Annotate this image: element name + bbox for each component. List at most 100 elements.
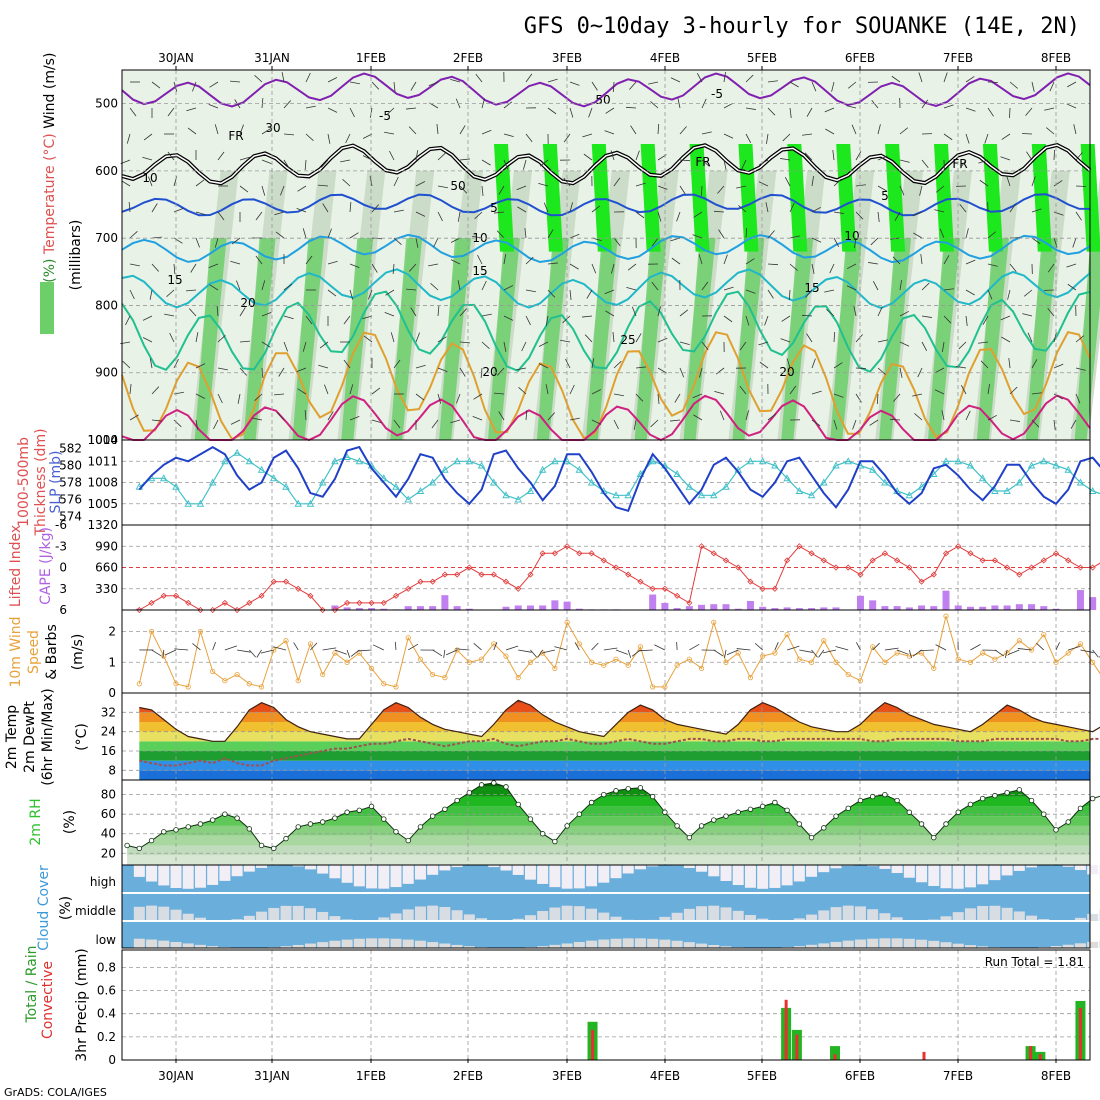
cloud-middle-cell bbox=[293, 906, 304, 921]
cloud-low-cell bbox=[916, 940, 927, 948]
precip-convective-bar bbox=[1039, 1054, 1042, 1060]
pressure-tick: 700 bbox=[95, 231, 118, 245]
cloud-high-cell bbox=[317, 865, 328, 874]
rh-band bbox=[122, 70, 1090, 83]
cloud-high-cell bbox=[195, 865, 206, 888]
rh-point bbox=[1041, 812, 1046, 817]
temp-band bbox=[122, 751, 1090, 761]
date-label-31jan: 31JAN bbox=[254, 51, 290, 65]
precip-axis-label: 3hr Precip (mm) bbox=[74, 948, 90, 1061]
rh-point bbox=[430, 814, 435, 819]
cape-axis-label: CAPE (J/kg) bbox=[38, 527, 54, 605]
rh-point bbox=[406, 838, 411, 843]
cloud-level-low: low bbox=[96, 933, 117, 947]
cloud-low-cell bbox=[831, 942, 842, 948]
rh-bands bbox=[122, 777, 1090, 865]
wind-speed-tick: 2 bbox=[108, 625, 116, 639]
cloud-middle-cell bbox=[537, 911, 548, 921]
rh-point bbox=[345, 810, 350, 815]
rh-point bbox=[858, 798, 863, 803]
series-line-thickness bbox=[139, 453, 1100, 504]
precip-convective-bar bbox=[785, 1000, 788, 1060]
contour-label: 10 bbox=[844, 229, 859, 243]
cloud-high-cell bbox=[721, 865, 732, 881]
rh-point bbox=[895, 798, 900, 803]
wind-barb bbox=[530, 650, 536, 657]
rh-point bbox=[663, 810, 668, 815]
cloud-middle-cell bbox=[427, 906, 438, 921]
rh-point bbox=[907, 810, 912, 815]
cloud-low-cell bbox=[635, 938, 646, 948]
pressure-tick: 900 bbox=[95, 366, 118, 380]
rh-2m-panel: 204060802m RH (%) bbox=[28, 777, 1100, 865]
wind-barb bbox=[936, 645, 946, 650]
rh-point bbox=[956, 810, 961, 815]
wind-barb bbox=[714, 650, 723, 656]
rh-point bbox=[137, 846, 142, 851]
rh-point bbox=[528, 817, 533, 822]
cloud-low-cell bbox=[305, 944, 316, 948]
credit-label: GrADS: COLA/IGES bbox=[4, 1086, 107, 1099]
wind-barb bbox=[628, 650, 630, 658]
thickness-slp-panel: 57457657858058210051008101110141000-500m… bbox=[16, 428, 1100, 536]
cloud-high-cell bbox=[708, 865, 719, 876]
cloud-middle-cell bbox=[574, 906, 585, 921]
rh-tick: 40 bbox=[101, 827, 116, 841]
precip-panel: 00.20.40.60.8 Run Total = 1.81Total / Rai… bbox=[24, 945, 1090, 1067]
cloud-high-cell bbox=[537, 865, 548, 884]
cloud-middle-cell bbox=[317, 912, 328, 921]
rh-point bbox=[736, 810, 741, 815]
rh-point bbox=[540, 831, 545, 836]
cape-bar bbox=[527, 605, 534, 610]
cloud-low-cell bbox=[427, 942, 438, 948]
cloud-high-cell bbox=[366, 865, 377, 888]
rh-point bbox=[687, 835, 692, 840]
rh-point bbox=[174, 828, 179, 833]
cloud-high-cell bbox=[892, 865, 903, 873]
cloud-high-cell bbox=[219, 865, 230, 881]
contour-label: -5 bbox=[711, 87, 723, 101]
cape-bar bbox=[869, 600, 876, 610]
cloud-low-cell bbox=[134, 939, 145, 948]
rh-point bbox=[809, 835, 814, 840]
cape-bar bbox=[955, 605, 962, 610]
cloud-high-cell bbox=[183, 865, 194, 889]
cape-bar bbox=[930, 606, 937, 610]
contour-label: 20 bbox=[482, 365, 497, 379]
temp-bands bbox=[122, 693, 1090, 780]
contour-label: 25 bbox=[620, 333, 635, 347]
precip-convective-bar bbox=[591, 1030, 594, 1060]
cloud-low-cell bbox=[342, 940, 353, 948]
rh-point bbox=[125, 843, 130, 848]
rh-point bbox=[711, 818, 716, 823]
cape-bar bbox=[723, 604, 730, 610]
rh-point bbox=[785, 808, 790, 813]
wind-barb bbox=[799, 650, 812, 652]
rh-tick: 20 bbox=[101, 846, 116, 860]
rh-point bbox=[369, 804, 374, 809]
rh-tick: 60 bbox=[101, 807, 116, 821]
cape-bar bbox=[747, 601, 754, 610]
wind-barb bbox=[152, 650, 162, 656]
wind-10m-panel: 01210m Wind Speed & Barbs (m/s) bbox=[8, 610, 1100, 700]
lifted-index-tick: -3 bbox=[55, 539, 67, 553]
precip-convective-bar bbox=[923, 1052, 926, 1060]
contour-label: FR bbox=[695, 155, 710, 169]
cape-bar bbox=[991, 605, 998, 610]
cloud-middle-cell bbox=[1087, 914, 1098, 921]
precip-convective-bar bbox=[1029, 1046, 1032, 1060]
wind-barb bbox=[408, 644, 418, 650]
cloud-axis-label: Cloud Cover bbox=[36, 865, 52, 951]
cloud-high-cell bbox=[1075, 865, 1086, 870]
wind-barb bbox=[1076, 186, 1086, 187]
precip-tick: 0.8 bbox=[97, 960, 116, 974]
date-label-5feb: 5FEB bbox=[747, 51, 777, 65]
cloud-high-cell bbox=[733, 865, 744, 885]
cloud-high-cell bbox=[403, 865, 414, 884]
cloud-middle-cell bbox=[391, 913, 402, 921]
cloud-middle-cell bbox=[562, 906, 573, 921]
cape-bar bbox=[417, 606, 424, 610]
cape-lifted-panel: 3306609901320-6-3036Lifted Index CAPE (J/… bbox=[8, 518, 1100, 617]
upper-air-legend-label: RH (%) Temperature (°C) Wind (m/s) bbox=[42, 53, 58, 308]
